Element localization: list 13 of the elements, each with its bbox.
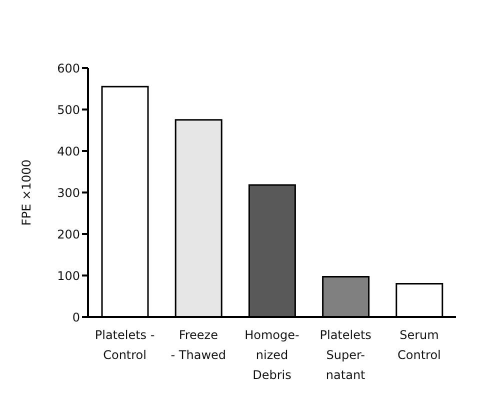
x-tick-label: Platelets Super- natant <box>320 328 372 382</box>
x-tick-label: Serum Control <box>398 328 441 362</box>
y-tick-label: 0 <box>72 310 80 324</box>
y-tick-label: 100 <box>57 268 80 283</box>
y-axis-title: FPE ×1000 <box>19 159 34 226</box>
y-tick-label: 600 <box>57 61 80 76</box>
x-tick-label: Freeze - Thawed <box>170 328 226 362</box>
y-tick-label: 200 <box>57 227 80 242</box>
x-tick-label: Homoge- nized Debris <box>244 328 300 382</box>
x-tick-label: Platelets - Control <box>94 328 155 362</box>
y-tick-label: 300 <box>57 186 80 200</box>
y-tick-label: 500 <box>57 102 80 117</box>
y-tick-label: 400 <box>57 144 80 158</box>
